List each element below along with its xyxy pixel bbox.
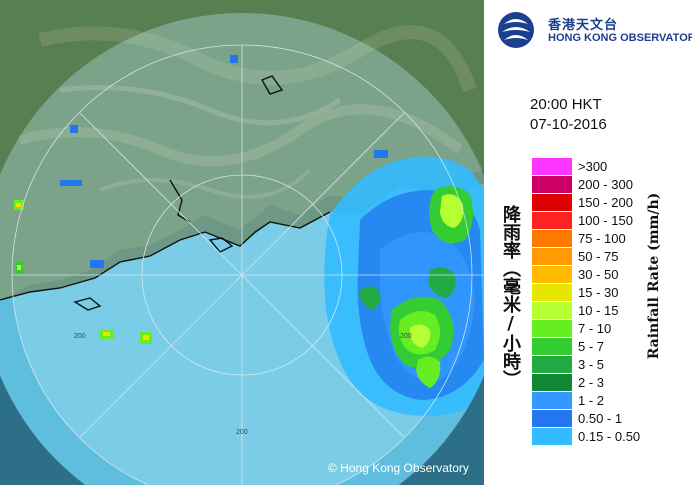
legend-row: 100 - 150 [532, 212, 667, 230]
coastline [0, 75, 331, 311]
legend-swatch [532, 212, 572, 229]
legend-range-label: 0.50 - 1 [578, 411, 623, 426]
legend-swatch [532, 392, 572, 409]
legend-row: 3 - 5 [532, 356, 667, 374]
legend-row: 10 - 15 [532, 302, 667, 320]
legend-swatch [532, 410, 572, 427]
org-name-en: HONG KONG OBSERVATORY [548, 32, 692, 44]
legend-panel: 香港天文台 HONG KONG OBSERVATORY 20:00 HKT 07… [484, 0, 692, 485]
radar-time: 20:00 HKT [530, 96, 602, 113]
hko-logo: 香港天文台 HONG KONG OBSERVATORY [494, 10, 692, 50]
legend-swatch [532, 356, 572, 373]
legend-range-label: 3 - 5 [578, 357, 605, 372]
legend-swatch [532, 248, 572, 265]
legend-row: 2 - 3 [532, 374, 667, 392]
legend-row: 200 - 300 [532, 176, 667, 194]
legend-swatch [532, 266, 572, 283]
radar-map: 200 200 200 [0, 0, 484, 485]
legend-swatch [532, 176, 572, 193]
legend-swatch [532, 230, 572, 247]
rainfall-scale: >300 200 - 300 150 - 200 100 - 150 75 - 100 5… [532, 158, 667, 446]
legend-swatch [532, 158, 572, 175]
legend-row: 0.50 - 1 [532, 410, 667, 428]
legend-swatch [532, 194, 572, 211]
legend-row: 0.15 - 0.50 [532, 428, 667, 446]
legend-swatch [532, 428, 572, 445]
org-name-zh: 香港天文台 [548, 17, 619, 32]
legend-swatch [532, 374, 572, 391]
legend-range-label: 5 - 7 [578, 339, 605, 354]
legend-title-en: Rainfall Rate (mm/h) [646, 192, 662, 360]
legend-range-label: 2 - 3 [578, 375, 605, 390]
legend-range-label: 200 - 300 [578, 177, 633, 192]
legend-swatch [532, 338, 572, 355]
legend-row: 7 - 10 [532, 320, 667, 338]
range-ring-label: 200 [236, 429, 248, 436]
legend-row: 150 - 200 [532, 194, 667, 212]
legend-range-label: >300 [578, 159, 608, 174]
legend-range-label: 50 - 75 [578, 249, 619, 264]
legend-row: 15 - 30 [532, 284, 667, 302]
legend-range-label: 75 - 100 [578, 231, 626, 246]
range-rings [11, 44, 484, 485]
range-ring-label: 200 [400, 333, 412, 340]
legend-range-label: 100 - 150 [578, 213, 633, 228]
radar-timestamp: 20:00 HKT 07-10-2016 [530, 95, 607, 135]
legend-range-label: 1 - 2 [578, 393, 605, 408]
legend-range-label: 150 - 200 [578, 195, 633, 210]
legend-swatch [532, 302, 572, 319]
range-ring-label: 200 [74, 333, 86, 340]
legend-title-zh: 降雨率（毫米/小時） [500, 205, 521, 388]
legend-row: 50 - 75 [532, 248, 667, 266]
legend-row: 30 - 50 [532, 266, 667, 284]
legend-range-label: 15 - 30 [578, 285, 619, 300]
legend-range-label: 10 - 15 [578, 303, 619, 318]
map-credit: © Hong Kong Observatory [328, 461, 469, 475]
legend-swatch [532, 320, 572, 337]
legend-swatch [532, 284, 572, 301]
legend-row: 1 - 2 [532, 392, 667, 410]
legend-row: 5 - 7 [532, 338, 667, 356]
hko-logo-icon [498, 12, 534, 48]
legend-row: 75 - 100 [532, 230, 667, 248]
rain-echo-moderate [360, 186, 474, 388]
legend-range-label: 30 - 50 [578, 267, 619, 282]
legend-range-label: 7 - 10 [578, 321, 612, 336]
rain-echo-isolated [14, 55, 388, 344]
legend-range-label: 0.15 - 0.50 [578, 429, 641, 444]
radar-date: 07-10-2016 [530, 116, 607, 133]
legend-row: >300 [532, 158, 667, 176]
